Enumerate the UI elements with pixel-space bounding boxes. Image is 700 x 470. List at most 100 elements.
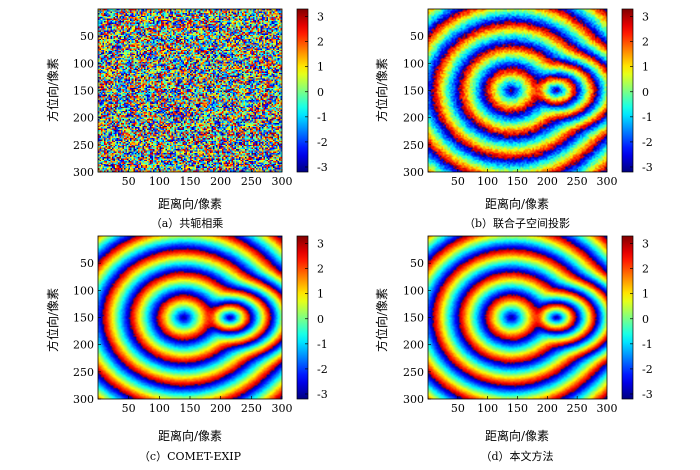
colorbar-tick-label: -3: [317, 388, 328, 401]
colorbar: [297, 9, 308, 172]
x-tick-label: 250: [241, 175, 262, 188]
colorbar-tick-label: -1: [642, 338, 653, 351]
y-tick-label: 100: [73, 284, 94, 297]
y-tick-label: 100: [403, 284, 424, 297]
y-tick-label: 100: [403, 57, 424, 70]
phase-heatmap: [428, 236, 607, 399]
x-axis-label: 距离向/像素: [158, 196, 222, 211]
y-tick-label: 150: [403, 312, 424, 325]
x-tick-label: 200: [537, 175, 558, 188]
panel-caption: （a）共轭相乘: [151, 216, 224, 230]
x-tick-label: 100: [477, 402, 498, 415]
colorbar-tick-label: 0: [642, 313, 649, 326]
x-tick-label: 250: [567, 402, 588, 415]
panel-a: 50 100 150 200 250 300 50 100 150 200 250 300 距离向/像素…: [45, 9, 328, 230]
colorbar-tick-label: 1: [317, 61, 324, 74]
x-tick-label: 50: [451, 402, 465, 415]
x-tick-label: 300: [597, 175, 618, 188]
colorbar-tick-label: -2: [642, 136, 653, 149]
x-axis-label: 距离向/像素: [485, 196, 549, 211]
panel-caption: （d）本文方法: [480, 449, 553, 463]
colorbar-tick-label: 3: [642, 238, 649, 251]
y-tick-label: 300: [73, 166, 94, 179]
y-tick-label: 300: [73, 393, 94, 406]
x-tick-label: 100: [149, 175, 170, 188]
colorbar-tick-label: 3: [642, 11, 649, 24]
phase-heatmap: [98, 236, 282, 399]
colorbar-tick-label: -2: [642, 363, 653, 376]
colorbar-tick-label: 0: [317, 86, 324, 99]
colorbar-tick-label: 2: [642, 36, 649, 49]
x-tick-label: 200: [210, 402, 231, 415]
y-tick-label: 300: [403, 166, 424, 179]
colorbar: [297, 236, 308, 399]
x-tick-label: 300: [272, 402, 293, 415]
y-tick-label: 250: [403, 366, 424, 379]
x-tick-label: 300: [272, 175, 293, 188]
colorbar-tick-label: 1: [642, 61, 649, 74]
y-tick-label: 200: [403, 112, 424, 125]
x-tick-label: 250: [241, 402, 262, 415]
panel-caption: （c）COMET-EXIP: [139, 450, 242, 463]
y-tick-label: 100: [73, 57, 94, 70]
colorbar-tick-label: 1: [317, 288, 324, 301]
y-axis-label: 方位向/像素: [45, 288, 60, 352]
x-tick-label: 50: [122, 402, 136, 415]
colorbar-tick-label: -1: [317, 338, 328, 351]
y-tick-label: 250: [73, 366, 94, 379]
x-tick-label: 50: [451, 175, 465, 188]
colorbar-tick-label: -3: [642, 161, 653, 174]
y-tick-label: 150: [73, 312, 94, 325]
y-tick-label: 50: [410, 257, 424, 270]
colorbar-tick-label: 1: [642, 288, 649, 301]
colorbar-tick-label: 2: [317, 263, 324, 276]
y-tick-label: 200: [73, 339, 94, 352]
x-tick-label: 150: [180, 402, 201, 415]
y-tick-label: 50: [80, 30, 94, 43]
panel-b: 50 100 150 200 250 300 50 100 150 200 250 300 距离向/像素…: [374, 9, 653, 230]
x-tick-label: 150: [507, 175, 528, 188]
x-tick-label: 250: [567, 175, 588, 188]
y-tick-label: 300: [403, 393, 424, 406]
x-tick-label: 150: [507, 402, 528, 415]
colorbar-tick-label: 2: [642, 263, 649, 276]
y-tick-label: 200: [73, 112, 94, 125]
colorbar-tick-label: -1: [317, 111, 328, 124]
y-tick-label: 50: [80, 257, 94, 270]
phase-heatmap: [428, 9, 607, 172]
x-tick-label: 200: [210, 175, 231, 188]
colorbar-tick-label: -1: [642, 111, 653, 124]
colorbar-tick-label: -3: [642, 388, 653, 401]
x-tick-label: 50: [122, 175, 136, 188]
colorbar-tick-label: 0: [642, 86, 649, 99]
y-tick-label: 50: [410, 30, 424, 43]
x-tick-label: 200: [537, 402, 558, 415]
y-axis-label: 方位向/像素: [374, 58, 389, 122]
phase-heatmap: [98, 9, 282, 172]
colorbar: [622, 9, 633, 172]
colorbar-tick-label: -2: [317, 363, 328, 376]
y-tick-label: 250: [403, 139, 424, 152]
panel-d: 50 100 150 200 250 300 50 100 150 200 250 300 距离向/像素…: [374, 236, 653, 463]
x-tick-label: 150: [180, 175, 201, 188]
colorbar-tick-label: -2: [317, 136, 328, 149]
y-tick-label: 200: [403, 339, 424, 352]
x-tick-label: 100: [477, 175, 498, 188]
x-axis-label: 距离向/像素: [485, 428, 549, 443]
y-tick-label: 150: [403, 85, 424, 98]
y-axis-label: 方位向/像素: [374, 288, 389, 352]
colorbar: [622, 236, 633, 399]
x-tick-label: 300: [597, 402, 618, 415]
y-tick-label: 150: [73, 85, 94, 98]
colorbar-tick-label: -3: [317, 161, 328, 174]
panel-caption: （b）联合子空间投影: [464, 216, 570, 230]
y-tick-label: 250: [73, 139, 94, 152]
colorbar-tick-label: 0: [317, 313, 324, 326]
panel-c: 50 100 150 200 250 300 50 100 150 200 250 300 距离向/像素…: [45, 236, 328, 463]
y-axis-label: 方位向/像素: [45, 58, 60, 122]
x-axis-label: 距离向/像素: [158, 428, 222, 443]
x-tick-label: 100: [149, 402, 170, 415]
colorbar-tick-label: 3: [317, 11, 324, 24]
colorbar-tick-label: 2: [317, 36, 324, 49]
